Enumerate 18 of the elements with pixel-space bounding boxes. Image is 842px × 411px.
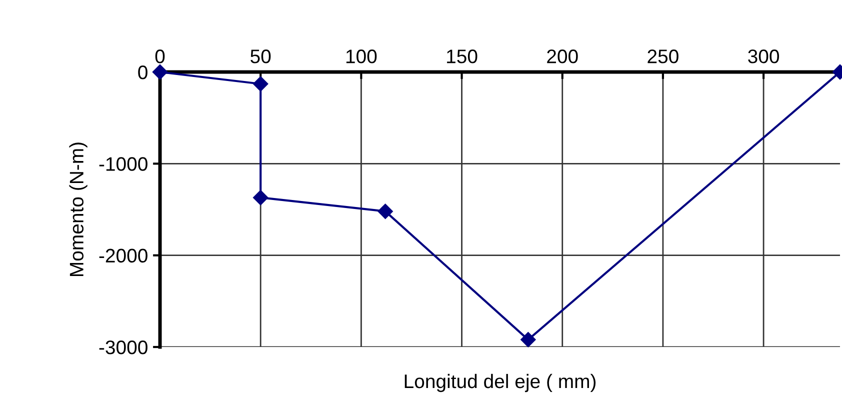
point [253,190,268,206]
point [253,76,268,92]
point [152,64,168,80]
point [378,204,393,219]
x-tick-label: 50 [250,50,271,64]
y-tick-label: -1000 [99,157,148,171]
y-tick-label: -2000 [99,248,148,263]
x-axis-title: Longitud del eje ( mm) [404,374,596,392]
x-tick-label: 200 [547,50,578,64]
y-axis-title: Momento (N-m) [69,142,88,276]
x-tick-label: 0 [155,50,165,64]
x-tick-label: 150 [447,50,478,64]
x-tick-label: 300 [748,50,780,64]
point [520,332,536,348]
x-tick-label: 100 [346,50,377,64]
x-tick-label: 250 [648,50,678,64]
y-tick-label: 0 [138,65,148,80]
y-tick-label: -3000 [99,340,148,354]
